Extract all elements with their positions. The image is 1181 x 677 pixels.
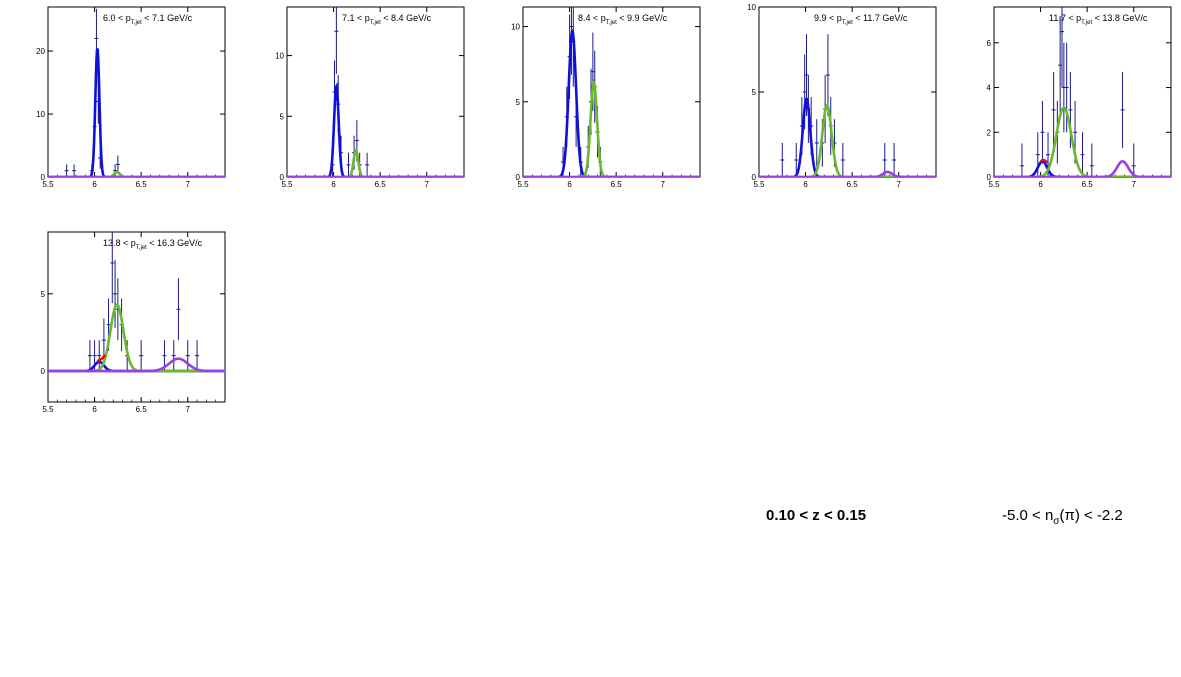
x-tick-label: 6.5: [1082, 180, 1094, 189]
y-tick-label: 0: [752, 173, 757, 182]
fit-curve-3: [48, 357, 225, 373]
fit-curve-2: [523, 78, 700, 177]
x-tick-label: 5.5: [42, 405, 54, 414]
panel-1: 5.5 6 6.5 7 0 10 20 6.0 < pT,jet < 7.1 GeV/c: [36, 6, 226, 189]
fit-curve-1: [759, 97, 936, 177]
plot-frame: [47, 6, 226, 178]
x-tick-label: 6: [92, 405, 97, 414]
y-tick-label: 0: [987, 173, 992, 182]
fit-curve-1: [523, 28, 700, 177]
x-tick-label: 7: [186, 405, 191, 414]
y-tick-label: 10: [747, 3, 756, 12]
y-tick-label: 5: [41, 290, 46, 299]
y-tick-label: 2: [987, 128, 992, 137]
total-fit-curve: [1039, 158, 1049, 164]
fit-curve-1: [287, 82, 464, 177]
y-tick-label: 0: [280, 173, 285, 182]
plot-area: [994, 7, 1171, 177]
panel-title: 11.7 < pT,jet < 13.8 GeV/c: [1049, 13, 1148, 26]
y-tick-label: 0: [41, 173, 46, 182]
plot-frame: [522, 6, 701, 178]
panel-3: 5.5 6 6.5 7 0 5 10 8.4 < pT,jet < 9.9 GeV/c: [511, 6, 701, 189]
x-tick-label: 6.5: [136, 405, 148, 414]
y-tick-label: 0: [41, 367, 46, 376]
panel-title: 7.1 < pT,jet < 8.4 GeV/c: [342, 13, 432, 26]
x-tick-label: 6.5: [375, 180, 387, 189]
x-tick-label: 5.5: [281, 180, 293, 189]
x-tick-label: 5.5: [42, 180, 54, 189]
panel-6: 5.5 6 6.5 7 0 5 13.8 < pT,jet < 16.3 GeV/c: [41, 231, 226, 414]
fit-curve-2: [48, 303, 225, 373]
panel-title: 6.0 < pT,jet < 7.1 GeV/c: [103, 13, 193, 26]
x-tick-label: 7: [425, 180, 430, 189]
x-tick-label: 6: [567, 180, 572, 189]
y-tick-label: 20: [36, 47, 45, 56]
panel-title: 13.8 < pT,jet < 16.3 GeV/c: [103, 238, 203, 251]
plot-area: [759, 34, 936, 177]
panel-4: 5.5 6 6.5 7 0 5 10 9.9 < pT,jet < 11.7 GeV/c: [747, 3, 937, 189]
x-tick-label: 6: [803, 180, 808, 189]
total-fit-curve: [96, 354, 107, 363]
x-tick-label: 7: [661, 180, 666, 189]
panel-title: 8.4 < pT,jet < 9.9 GeV/c: [578, 13, 668, 26]
x-tick-label: 6.5: [847, 180, 859, 189]
fit-curve-2: [759, 104, 936, 177]
fit-curve-2: [287, 148, 464, 177]
fit-curve-2: [994, 106, 1171, 177]
x-tick-label: 5.5: [517, 180, 529, 189]
x-tick-label: 5.5: [753, 180, 765, 189]
plot-frame: [47, 231, 226, 403]
x-tick-label: 7: [1132, 180, 1137, 189]
x-tick-label: 7: [186, 180, 191, 189]
y-tick-label: 0: [516, 173, 521, 182]
x-tick-label: 6.5: [136, 180, 148, 189]
plot-area: [48, 8, 225, 177]
z-range-label: 0.10 < z < 0.15: [766, 507, 867, 524]
fit-curve-3: [759, 170, 936, 177]
plot-area: [48, 232, 225, 373]
n-sigma-range-label: -5.0 < nσ(π) < -2.2: [1002, 507, 1123, 527]
panel-5: 5.5 6 6.5 7 0 2 4 6 11.7 < pT,jet < 13.8 GeV/c: [987, 6, 1172, 189]
plot-frame: [758, 6, 937, 178]
x-tick-label: 7: [897, 180, 902, 189]
fit-curve-1: [48, 48, 225, 177]
y-tick-label: 5: [516, 98, 521, 107]
y-tick-label: 6: [987, 39, 992, 48]
x-tick-label: 6: [92, 180, 97, 189]
y-tick-label: 10: [511, 23, 520, 32]
plot-frame: [286, 6, 465, 178]
y-tick-label: 5: [752, 88, 757, 97]
y-tick-label: 5: [280, 112, 285, 121]
panel-2: 5.5 6 6.5 7 0 5 10 7.1 < pT,jet < 8.4 GeV/c: [275, 6, 465, 189]
x-tick-label: 5.5: [988, 180, 1000, 189]
fit-curve-3: [994, 160, 1171, 177]
y-tick-label: 10: [36, 110, 45, 119]
y-tick-label: 4: [987, 84, 992, 93]
plot-area: [287, 7, 464, 177]
y-tick-label: 10: [275, 52, 284, 61]
x-tick-label: 6: [331, 180, 336, 189]
x-tick-label: 6: [1038, 180, 1043, 189]
plot-area: [523, 7, 700, 177]
x-tick-label: 6.5: [611, 180, 623, 189]
panel-title: 9.9 < pT,jet < 11.7 GeV/c: [814, 13, 908, 26]
